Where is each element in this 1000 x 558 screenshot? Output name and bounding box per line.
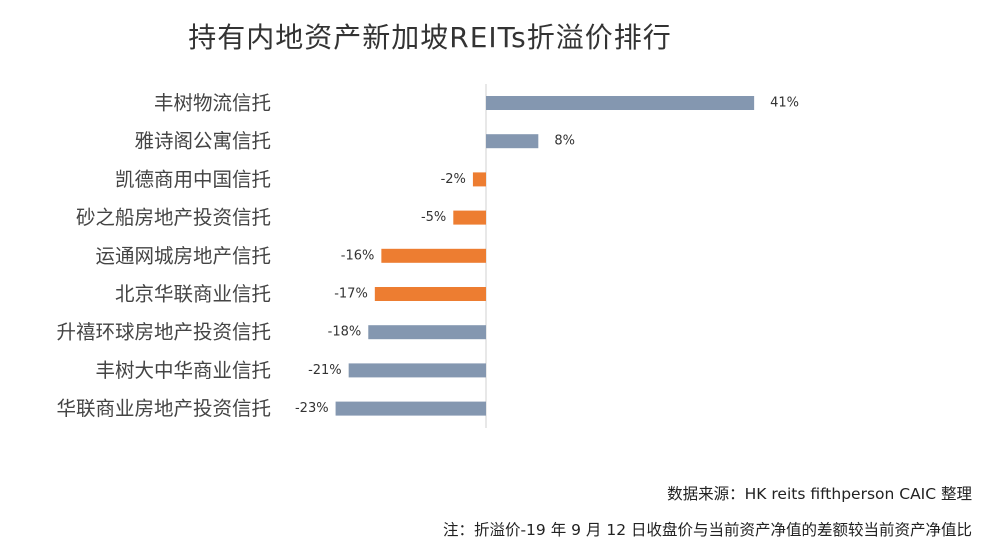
value-label-1: 8% [554,134,575,149]
category-label-8: 华联商业房地产投资信托 [56,397,271,420]
category-label-6: 升禧环球房地产投资信托 [56,321,271,344]
category-label-0: 丰树物流信托 [154,92,271,115]
bar-5 [374,287,486,301]
value-label-3: -5% [421,210,446,225]
bar-1 [486,134,539,149]
chart-title: 持有内地资产新加坡REITs折溢价排行 [188,21,672,54]
value-label-0: 41% [770,96,799,111]
bar-0 [486,96,755,110]
category-label-1: 雅诗阁公寓信托 [134,130,271,153]
footnote: 注：折溢价-19 年 9 月 12 日收盘价与当前资产净值的差额较当前资产净值比 [442,521,972,539]
bar-7 [348,363,486,378]
category-label-5: 北京华联商业信托 [115,283,271,306]
value-label-5: -17% [334,287,368,302]
bar-6 [368,325,486,340]
category-label-2: 凯德商用中国信托 [115,168,271,191]
bar-3 [453,210,486,225]
bar-2 [472,172,486,187]
value-label-8: -23% [295,401,329,416]
bar-8 [335,401,486,416]
category-label-7: 丰树大中华商业信托 [95,359,271,382]
category-label-3: 砂之船房地产投资信托 [76,206,271,229]
value-label-6: -18% [328,325,362,340]
value-label-2: -2% [441,172,466,187]
value-label-4: -16% [341,248,375,263]
source-note: 数据来源：HK reits fifthperson CAIC 整理 [667,485,972,503]
bar-4 [381,248,486,263]
category-label-4: 运通网城房地产信托 [95,244,271,267]
value-label-7: -21% [308,363,342,378]
